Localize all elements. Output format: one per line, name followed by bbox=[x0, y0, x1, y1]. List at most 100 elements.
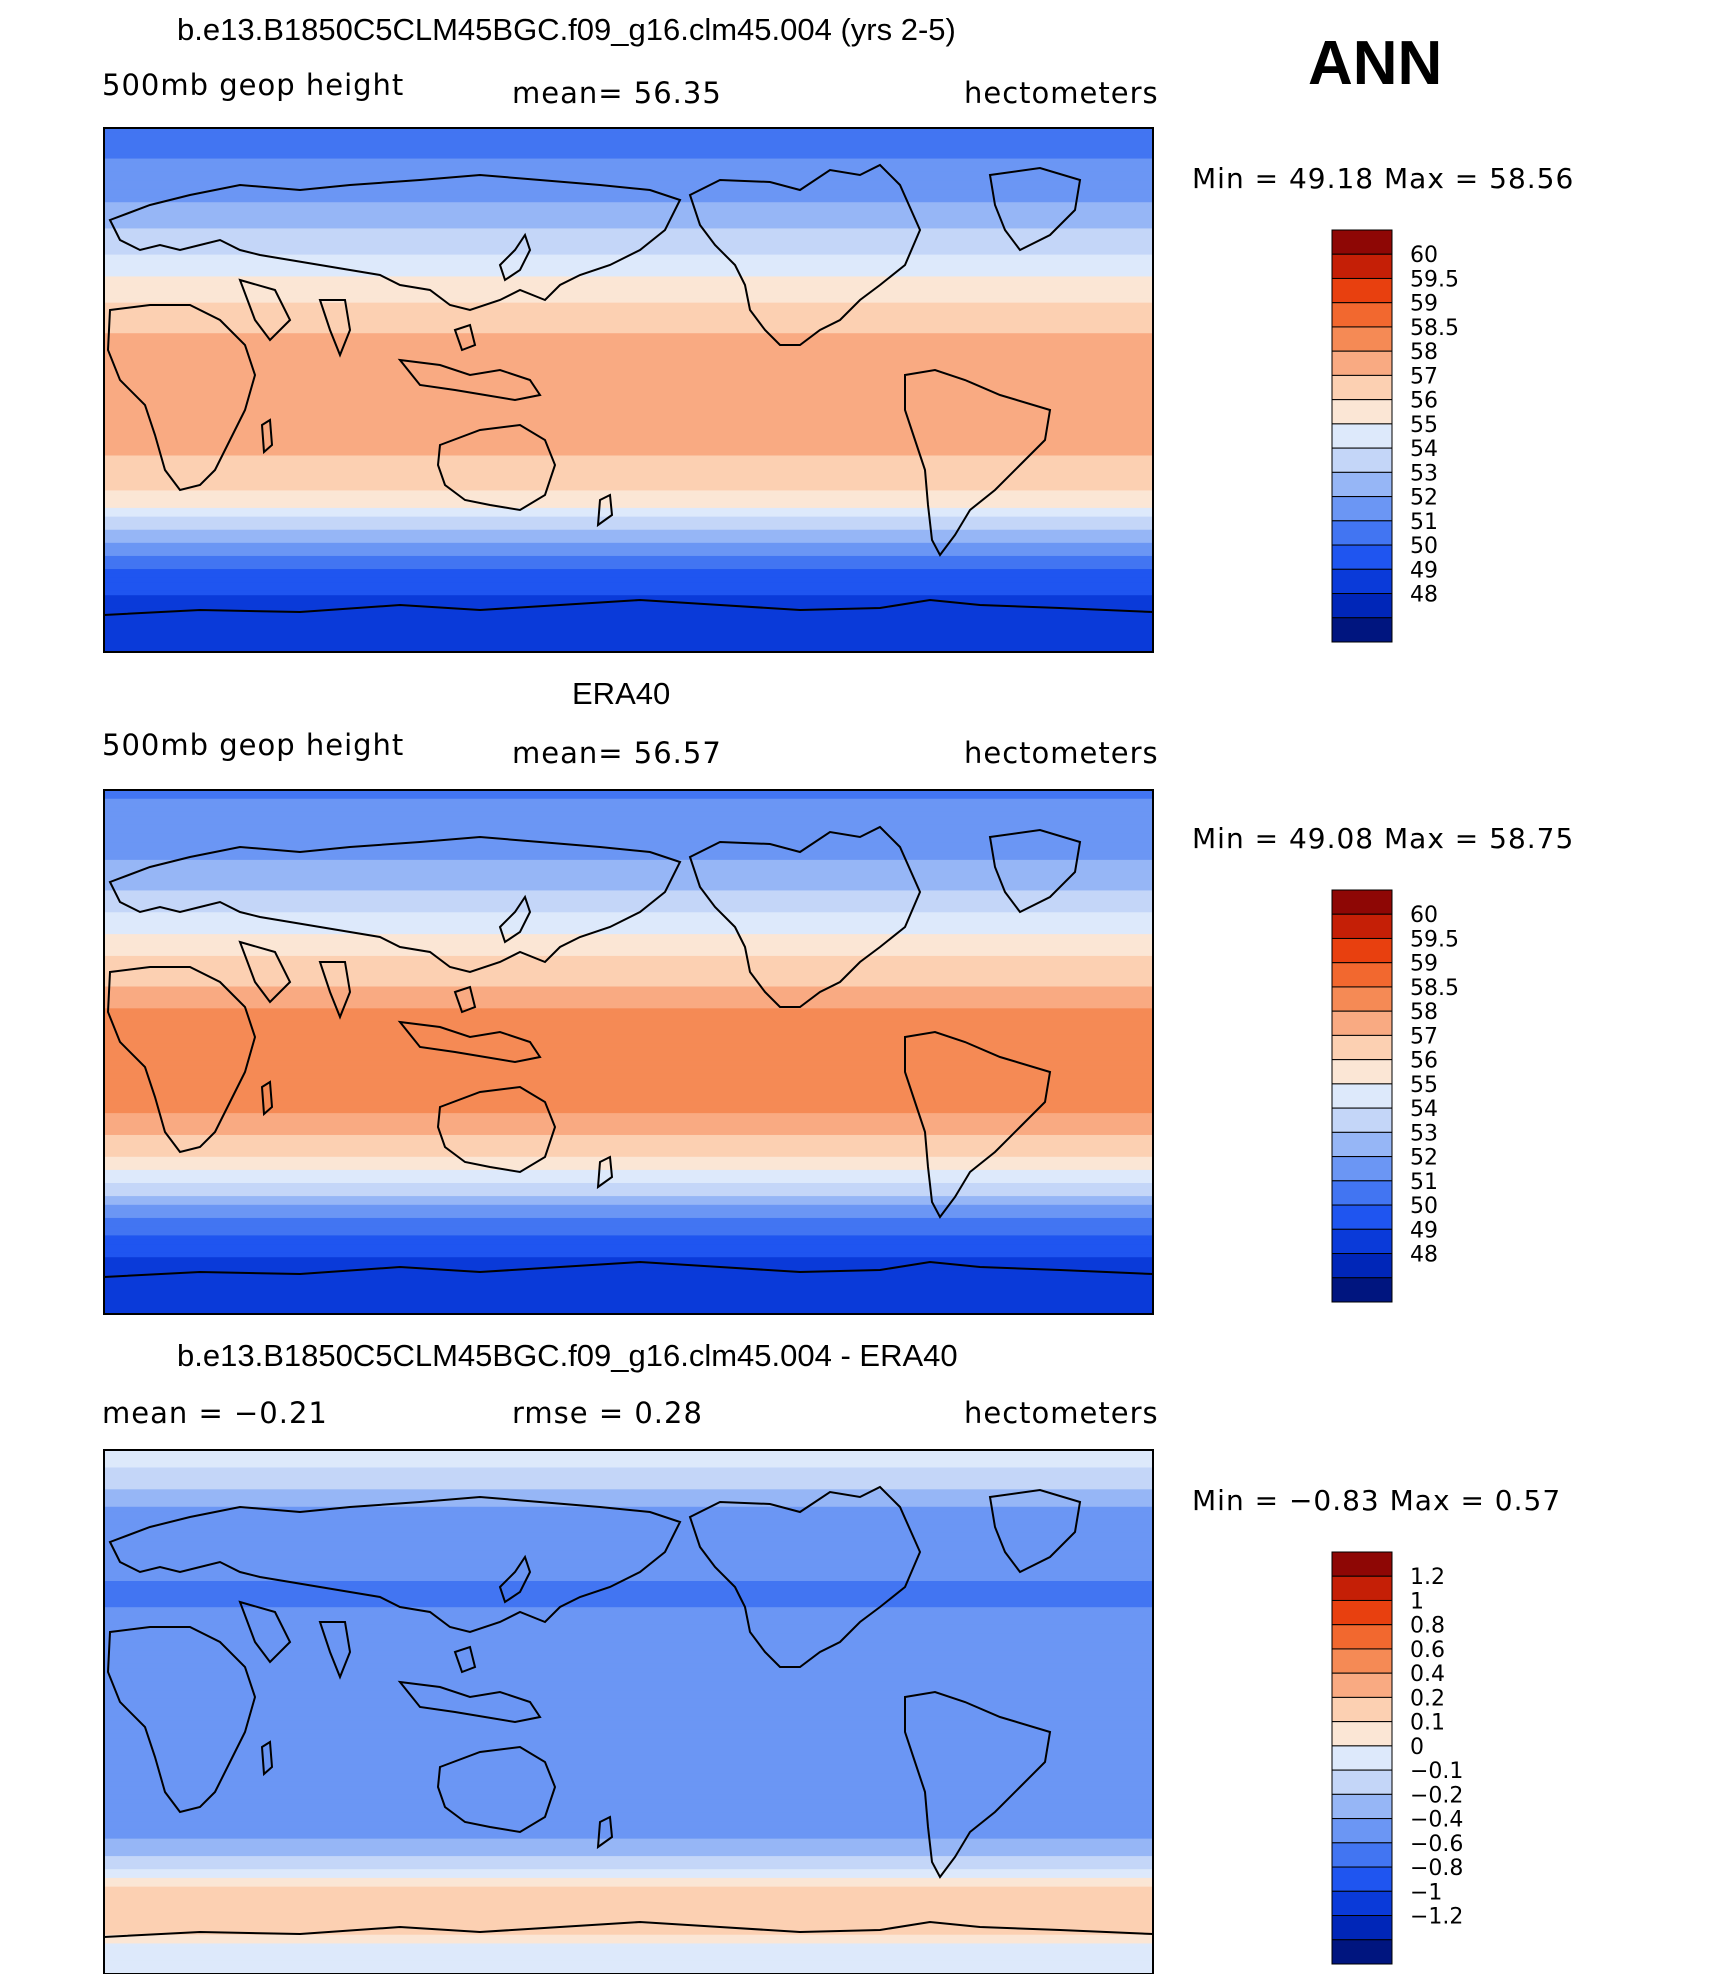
lat-band bbox=[104, 947, 1153, 953]
colorbar-tick-label: −0.6 bbox=[1410, 1832, 1463, 1857]
colorbar-tick-label: 52 bbox=[1410, 1146, 1438, 1171]
lat-band bbox=[104, 955, 1153, 962]
map-frame bbox=[103, 789, 1154, 1315]
lat-band bbox=[104, 1480, 1153, 1486]
colorbar-box bbox=[1331, 1939, 1393, 1965]
colorbar-tick-label: 55 bbox=[1410, 413, 1438, 438]
lat-band bbox=[104, 1257, 1153, 1263]
lat-band bbox=[104, 1541, 1153, 1548]
lat-band bbox=[104, 145, 1153, 151]
lat-band bbox=[104, 1829, 1153, 1836]
colorbar-tick-label: 57 bbox=[1410, 364, 1438, 389]
colorbar-box bbox=[1331, 937, 1393, 964]
lat-band bbox=[104, 254, 1153, 260]
lat-band bbox=[104, 1930, 1153, 1936]
lat-band bbox=[104, 1812, 1153, 1818]
lat-band bbox=[104, 525, 1153, 531]
colorbar-box bbox=[1331, 889, 1393, 915]
colorbar-tick-label: 59 bbox=[1410, 952, 1438, 977]
lat-band bbox=[104, 1725, 1153, 1731]
lat-band bbox=[104, 245, 1153, 252]
lat-band bbox=[104, 381, 1153, 387]
colorbar-box bbox=[1331, 302, 1393, 328]
lat-band bbox=[104, 881, 1153, 888]
lat-band bbox=[104, 1108, 1153, 1115]
map-frame bbox=[103, 1449, 1154, 1974]
lat-band bbox=[104, 1463, 1153, 1469]
colorbar-tick-label: 60 bbox=[1410, 903, 1438, 928]
lat-band bbox=[104, 595, 1153, 601]
lat-band bbox=[104, 1786, 1153, 1792]
lat-band bbox=[104, 215, 1153, 221]
lat-band bbox=[104, 1904, 1153, 1910]
colorbar-box bbox=[1331, 1059, 1393, 1085]
lat-band bbox=[104, 320, 1153, 326]
lat-band bbox=[104, 1498, 1153, 1504]
lat-band bbox=[104, 390, 1153, 396]
colorbar-tick-label: 53 bbox=[1410, 1121, 1438, 1146]
lat-band bbox=[104, 603, 1153, 610]
lat-band bbox=[104, 872, 1153, 879]
lat-band bbox=[104, 341, 1153, 348]
lat-band bbox=[104, 1869, 1153, 1875]
lat-band bbox=[104, 1908, 1153, 1914]
lat-band bbox=[104, 337, 1153, 343]
lat-band bbox=[104, 521, 1153, 527]
lat-band bbox=[104, 442, 1153, 448]
lat-band bbox=[104, 1226, 1153, 1233]
lat-band bbox=[104, 1698, 1153, 1705]
lat-band bbox=[104, 1952, 1153, 1958]
lat-band bbox=[104, 1864, 1153, 1871]
lat-band bbox=[104, 219, 1153, 226]
lat-band bbox=[104, 1515, 1153, 1521]
lat-band bbox=[104, 206, 1153, 212]
lat-band bbox=[104, 951, 1153, 957]
colorbar-tick-label: 48 bbox=[1410, 1243, 1438, 1268]
lat-band bbox=[104, 1012, 1153, 1019]
lat-band bbox=[104, 1065, 1153, 1071]
lat-band bbox=[104, 1537, 1153, 1543]
panel-1-mean-label: mean= 56.35 bbox=[512, 76, 722, 110]
lat-band bbox=[104, 411, 1153, 418]
lat-band bbox=[104, 1213, 1153, 1219]
panel-1-units-label: hectometers bbox=[964, 76, 1159, 110]
lat-band bbox=[104, 1270, 1153, 1276]
colorbar-tick-label: −1 bbox=[1410, 1880, 1442, 1905]
lat-band bbox=[104, 560, 1153, 566]
lat-band bbox=[104, 1209, 1153, 1215]
lat-band bbox=[104, 1130, 1153, 1136]
panel-2-minmax: Min = 49.08 Max = 58.75 bbox=[1192, 822, 1575, 855]
colorbar-box bbox=[1331, 986, 1393, 1012]
lat-band bbox=[104, 1738, 1153, 1744]
lat-band bbox=[104, 1808, 1153, 1814]
colorbar-tick-label: 58.5 bbox=[1410, 316, 1459, 341]
lat-band bbox=[104, 1882, 1153, 1888]
colorbar-tick-label: 0.8 bbox=[1410, 1614, 1445, 1639]
lat-band bbox=[104, 197, 1153, 204]
lat-band bbox=[104, 503, 1153, 509]
colorbar-box bbox=[1331, 544, 1393, 570]
colorbar-box bbox=[1331, 1599, 1393, 1626]
lat-band bbox=[104, 890, 1153, 896]
lat-band bbox=[104, 315, 1153, 322]
lat-band bbox=[104, 1252, 1153, 1259]
lat-band bbox=[104, 1559, 1153, 1565]
lat-band bbox=[104, 855, 1153, 861]
lat-band bbox=[104, 1733, 1153, 1740]
colorbar-box bbox=[1331, 1010, 1393, 1036]
lat-band bbox=[104, 1056, 1153, 1062]
lat-band bbox=[104, 1532, 1153, 1539]
map-panel-2 bbox=[104, 790, 1153, 1314]
lat-band bbox=[104, 1659, 1153, 1665]
lat-band bbox=[104, 302, 1153, 309]
lat-band bbox=[104, 1663, 1153, 1670]
lat-band bbox=[104, 542, 1153, 549]
lat-band bbox=[104, 811, 1153, 818]
lat-band bbox=[104, 1598, 1153, 1604]
colorbar-tick-label: 54 bbox=[1410, 1097, 1438, 1122]
lat-band bbox=[104, 1576, 1153, 1582]
lat-band bbox=[104, 551, 1153, 557]
lat-band bbox=[104, 1231, 1153, 1237]
lat-band bbox=[104, 877, 1153, 883]
lat-band bbox=[104, 1546, 1153, 1552]
